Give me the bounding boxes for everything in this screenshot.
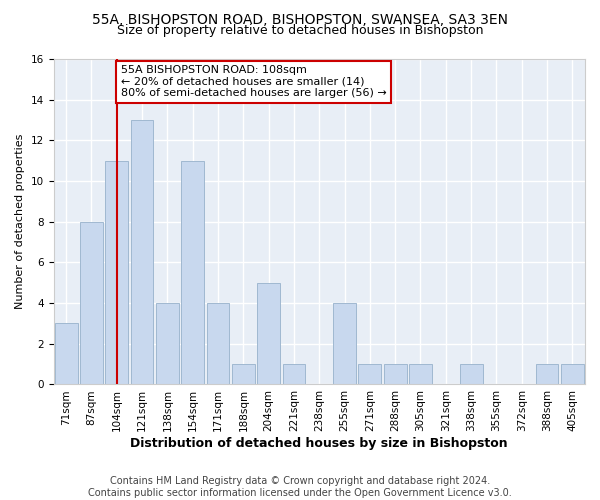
Bar: [55, 324, 77, 384]
X-axis label: Distribution of detached houses by size in Bishopston: Distribution of detached houses by size …: [130, 437, 508, 450]
Y-axis label: Number of detached properties: Number of detached properties: [15, 134, 25, 310]
Bar: [80, 222, 103, 384]
Bar: [536, 364, 559, 384]
Bar: [561, 364, 584, 384]
Bar: [358, 364, 381, 384]
Bar: [206, 303, 229, 384]
Text: Contains HM Land Registry data © Crown copyright and database right 2024.
Contai: Contains HM Land Registry data © Crown c…: [88, 476, 512, 498]
Text: 55A, BISHOPSTON ROAD, BISHOPSTON, SWANSEA, SA3 3EN: 55A, BISHOPSTON ROAD, BISHOPSTON, SWANSE…: [92, 12, 508, 26]
Bar: [106, 160, 128, 384]
Bar: [283, 364, 305, 384]
Bar: [232, 364, 255, 384]
Bar: [181, 160, 204, 384]
Bar: [156, 303, 179, 384]
Bar: [460, 364, 482, 384]
Bar: [131, 120, 154, 384]
Bar: [333, 303, 356, 384]
Text: Size of property relative to detached houses in Bishopston: Size of property relative to detached ho…: [117, 24, 483, 37]
Bar: [384, 364, 407, 384]
Bar: [409, 364, 432, 384]
Text: 55A BISHOPSTON ROAD: 108sqm
← 20% of detached houses are smaller (14)
80% of sem: 55A BISHOPSTON ROAD: 108sqm ← 20% of det…: [121, 65, 386, 98]
Bar: [257, 283, 280, 384]
